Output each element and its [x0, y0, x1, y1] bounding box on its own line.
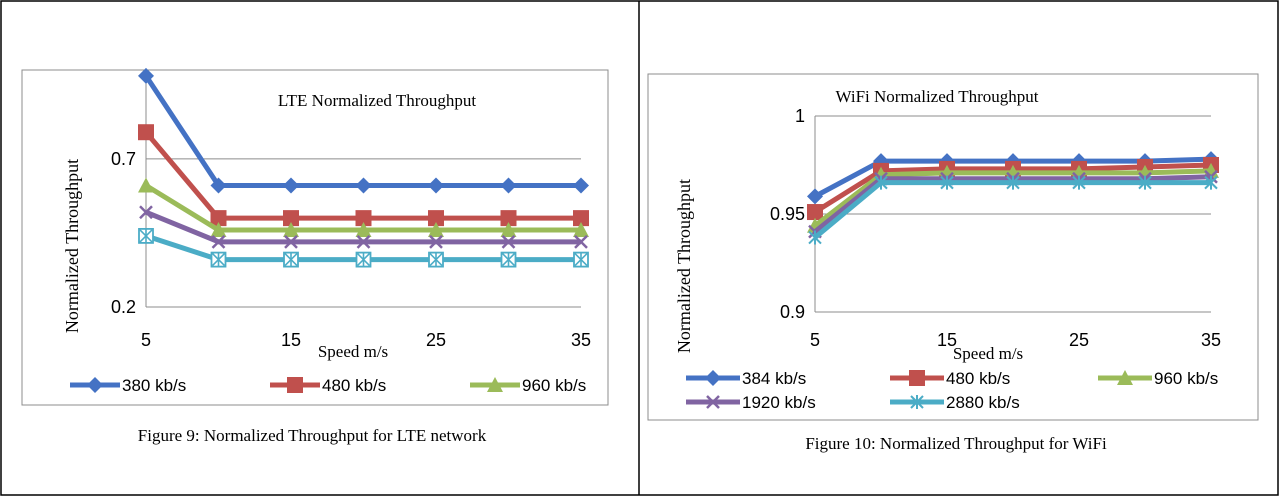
- data-point-stroke: [574, 234, 588, 249]
- data-point: [355, 177, 372, 194]
- data-point: [428, 210, 444, 227]
- data-point: [356, 234, 371, 249]
- legend-marker: [487, 377, 503, 392]
- data-point: [574, 234, 588, 249]
- legend-label: 480 kb/s: [322, 376, 386, 395]
- data-point-stroke: [429, 234, 443, 249]
- data-point: [139, 205, 153, 220]
- x-tick-label: 5: [141, 330, 151, 350]
- data-point: [807, 204, 823, 221]
- data-point: [138, 124, 154, 141]
- legend-label: 384 kb/s: [742, 369, 806, 388]
- data-point: [210, 251, 227, 268]
- data-point: [808, 230, 822, 245]
- legend-label: 380 kb/s: [122, 376, 186, 395]
- x-axis-label: Speed m/s: [953, 344, 1023, 363]
- data-point-stroke: [284, 234, 298, 249]
- x-tick-label: 15: [281, 330, 301, 350]
- data-point: [355, 221, 372, 237]
- legend-label: 1920 kb/s: [742, 393, 816, 412]
- x-tick-label: 25: [1069, 330, 1089, 350]
- data-point: [138, 67, 154, 84]
- data-point: [284, 234, 298, 249]
- data-point-stroke: [501, 234, 516, 249]
- legend-marker: [910, 395, 924, 409]
- data-point: [138, 227, 154, 244]
- lte-chart-frame: [21, 69, 609, 406]
- data-point: [573, 251, 589, 268]
- legend-marker: [87, 377, 103, 393]
- data-point: [283, 210, 299, 227]
- data-point: [429, 234, 443, 249]
- y-tick-label: 1: [795, 106, 805, 126]
- legend-marker-stroke: [706, 395, 720, 409]
- figure-9-caption: Figure 9: Normalized Throughput for LTE …: [138, 426, 487, 445]
- legend-label: 2880 kb/s: [946, 393, 1020, 412]
- x-tick-label: 25: [426, 330, 446, 350]
- y-axis-label: Normalized Throughput: [674, 179, 694, 353]
- data-point: [500, 221, 517, 237]
- data-point: [500, 177, 517, 194]
- legend-marker: [287, 377, 303, 393]
- legend-label: 960 kb/s: [1154, 369, 1218, 388]
- data-point: [1204, 175, 1218, 190]
- data-point: [573, 177, 589, 194]
- data-point: [428, 221, 444, 237]
- x-axis-label: Speed m/s: [318, 342, 388, 361]
- x-tick-label: 15: [937, 330, 957, 350]
- data-point: [211, 234, 226, 249]
- data-point: [500, 210, 517, 227]
- data-point: [940, 175, 954, 190]
- data-point: [355, 251, 372, 268]
- y-tick-label: 0.9: [780, 302, 805, 322]
- data-point: [283, 177, 299, 194]
- data-point: [428, 251, 444, 268]
- data-point: [210, 210, 227, 227]
- x-tick-label: 5: [810, 330, 820, 350]
- legend-label: 960 kb/s: [522, 376, 586, 395]
- data-point: [500, 251, 517, 268]
- x-tick-label: 35: [571, 330, 591, 350]
- data-point: [1006, 175, 1020, 190]
- lte-chart: 0.2 0.7 5 15 25 35 LTE Normalized Throughput Sp…: [62, 67, 591, 395]
- chart-title: LTE Normalized Throughput: [278, 91, 477, 110]
- legend-marker: [705, 370, 721, 386]
- y-axis-label: Normalized Throughput: [62, 159, 82, 333]
- data-point-stroke: [211, 234, 226, 249]
- data-point: [210, 221, 227, 237]
- y-tick-label: 0.7: [111, 149, 136, 169]
- legend-marker: [706, 395, 720, 409]
- y-tick-label: 0.95: [770, 204, 805, 224]
- data-point: [1072, 175, 1086, 190]
- chart-title: WiFi Normalized Throughput: [836, 87, 1039, 106]
- data-point: [428, 177, 444, 194]
- data-point: [573, 221, 589, 237]
- data-point-stroke: [139, 205, 153, 220]
- data-point: [210, 177, 227, 194]
- data-point: [807, 188, 823, 205]
- data-point: [283, 221, 299, 237]
- data-point: [573, 210, 589, 227]
- legend-marker: [1117, 370, 1133, 385]
- data-point-stroke: [356, 234, 371, 249]
- data-point: [355, 210, 372, 227]
- legend-marker: [909, 370, 925, 386]
- x-tick-label: 35: [1201, 330, 1221, 350]
- data-point: [1138, 175, 1152, 190]
- y-tick-label: 0.2: [111, 297, 136, 317]
- data-point: [874, 175, 888, 190]
- wifi-chart-frame: [647, 73, 1259, 421]
- data-point: [138, 177, 154, 193]
- figure-10-caption: Figure 10: Normalized Throughput for WiF…: [805, 434, 1107, 453]
- data-point: [501, 234, 516, 249]
- data-point: [283, 251, 299, 268]
- legend-label: 480 kb/s: [946, 369, 1010, 388]
